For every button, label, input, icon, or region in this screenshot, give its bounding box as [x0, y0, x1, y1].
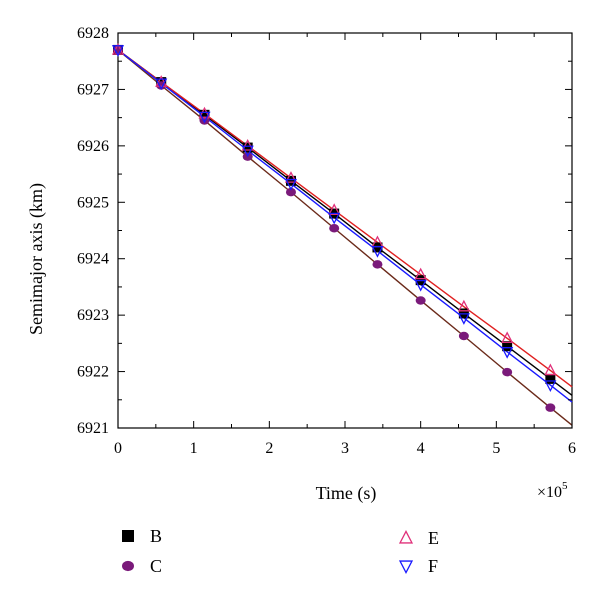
legend-f-label: F	[428, 556, 438, 576]
series-f-point	[328, 212, 341, 225]
series-c-point	[113, 45, 123, 55]
x-tick-label: 4	[417, 440, 425, 457]
y-tick-label: 6927	[77, 81, 109, 98]
series-f-point	[284, 178, 298, 191]
series-b-point	[242, 142, 253, 153]
series-c-point	[372, 260, 383, 269]
y-tick-label: 6924	[77, 251, 109, 268]
series-f-line	[117, 49, 573, 403]
series-e-point	[457, 299, 470, 312]
series-e-point	[328, 203, 341, 215]
series-b-point	[545, 373, 556, 384]
series-c-point	[415, 296, 426, 305]
series-b-line	[117, 49, 573, 396]
series-f-point	[241, 145, 254, 158]
series-c-point	[545, 403, 556, 412]
series-e-line	[117, 49, 573, 388]
series-markers-group	[111, 43, 557, 412]
x-tick-label: 2	[265, 440, 273, 457]
legend-e-marker	[398, 529, 414, 544]
x-tick-label: 3	[341, 440, 349, 457]
x-axis-multiplier: ×105	[537, 480, 568, 501]
y-tick-label: 6922	[77, 364, 109, 381]
series-f-point	[544, 380, 557, 393]
series-e-point	[414, 267, 427, 280]
y-tick-label: 6926	[77, 138, 109, 155]
series-f-point	[457, 313, 470, 325]
series-e-point	[501, 331, 514, 344]
y-axis-title: Semimajor axis (km)	[26, 183, 47, 335]
series-e-point	[241, 138, 254, 151]
y-tick-label: 6928	[77, 25, 109, 42]
series-f-point	[414, 279, 427, 292]
axis-ticks-group: 0 1 2 3 4 5 6 6921 6922 6923 6924 6925 6926 6927 6928	[77, 25, 576, 457]
x-axis-multiplier-base: ×10	[537, 484, 562, 501]
legend-f-marker	[398, 560, 414, 575]
series-f-point	[371, 246, 384, 258]
series-f-point	[111, 45, 125, 57]
series-c-point	[285, 187, 296, 197]
series-e-point	[544, 363, 557, 376]
series-b-point	[372, 242, 383, 253]
series-c-point	[329, 223, 340, 233]
y-tick-label: 6925	[77, 194, 109, 211]
legend-e-label: E	[428, 528, 439, 548]
series-b-point	[199, 109, 210, 120]
legend: BC EF	[122, 526, 439, 576]
series-b-point	[285, 175, 296, 186]
series-e-point	[155, 75, 168, 87]
series-f-point	[501, 347, 514, 359]
x-axis-multiplier-exponent: 5	[562, 480, 568, 492]
series-f-point	[198, 111, 211, 124]
series-f-point	[155, 78, 168, 91]
series-c-point	[502, 367, 513, 377]
x-tick-label: 0	[114, 440, 122, 457]
x-tick-label: 5	[492, 440, 500, 457]
legend-b-label: B	[150, 526, 162, 546]
series-e-point	[284, 171, 298, 183]
series-c-point	[458, 331, 469, 341]
x-tick-label: 1	[190, 440, 198, 457]
y-tick-label: 6921	[77, 420, 109, 437]
legend-c-label: C	[150, 556, 162, 576]
x-tick-label: 6	[568, 440, 576, 457]
legend-c-marker	[122, 560, 134, 572]
series-c-line	[117, 49, 573, 426]
x-axis-title: Time (s)	[316, 483, 377, 504]
legend-b-marker	[122, 530, 134, 542]
series-lines-group	[117, 49, 573, 426]
series-b-point	[502, 341, 513, 352]
y-tick-label: 6923	[77, 307, 109, 324]
